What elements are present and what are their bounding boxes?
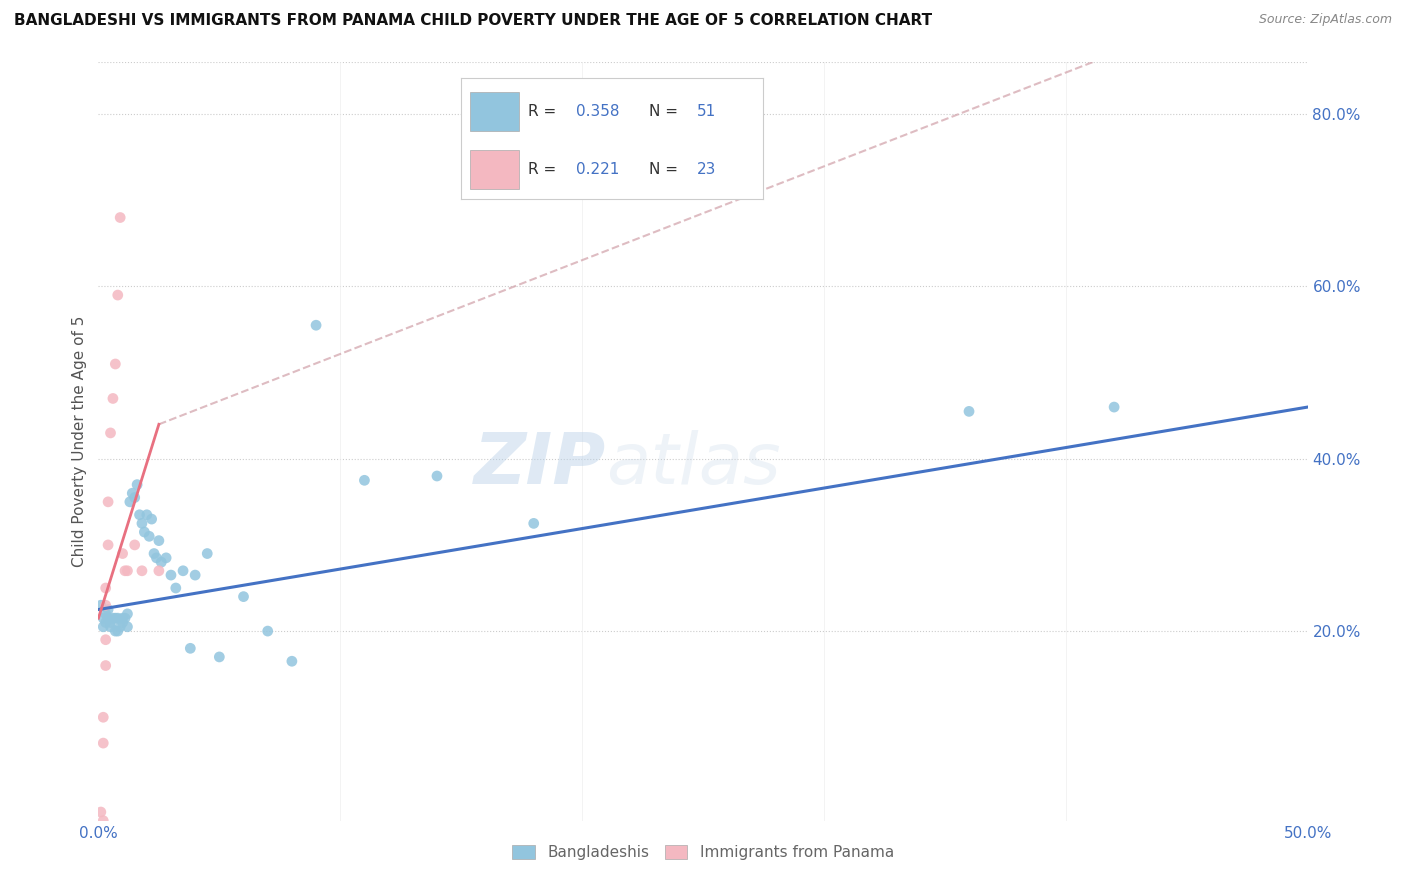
Point [94,658,117,673]
Text: ZIP: ZIP [474,430,606,499]
Legend: Bangladeshis, Immigrants from Panama: Bangladeshis, Immigrants from Panama [506,838,900,866]
Point [91,710,114,724]
Point [131,516,153,531]
Point [208,649,231,664]
Point [91,611,114,625]
Point [114,564,136,578]
Point [145,550,167,565]
Point [97,602,120,616]
Point [155,550,177,565]
Point [111,547,134,561]
Point [97,495,120,509]
Point [101,392,124,406]
Point [148,533,170,548]
Text: atlas: atlas [606,430,780,499]
Point [104,611,127,625]
Point [104,357,127,371]
Point [114,611,136,625]
Point [111,615,134,630]
Point [107,624,129,639]
Point [90,848,112,863]
Point [256,624,278,639]
Point [127,477,149,491]
Point [100,620,122,634]
Point [128,508,150,522]
Point [91,814,114,828]
Point [90,822,112,837]
Point [148,564,170,578]
Point [107,611,129,625]
Point [107,288,129,302]
Point [1102,400,1125,414]
Point [117,564,139,578]
Point [108,211,131,225]
Point [108,620,131,634]
Point [281,654,304,668]
Point [172,564,194,578]
Point [165,581,187,595]
Point [97,538,120,552]
Point [117,620,139,634]
Point [101,611,124,625]
Point [124,491,146,505]
Point [124,538,146,552]
Point [90,805,112,819]
Point [523,516,546,531]
Point [141,512,163,526]
Point [134,524,156,539]
Point [184,568,207,582]
Point [118,495,141,509]
Point [117,607,139,621]
Point [90,599,112,613]
Text: Source: ZipAtlas.com: Source: ZipAtlas.com [1258,13,1392,27]
Point [131,564,153,578]
Point [111,611,134,625]
Point [91,736,114,750]
Point [138,529,160,543]
Point [195,547,218,561]
Point [94,607,117,621]
Point [232,590,254,604]
Point [121,486,143,500]
Point [353,473,375,487]
Point [426,469,449,483]
Point [100,425,122,440]
Point [94,581,117,595]
Point [91,620,114,634]
Point [94,632,117,647]
Point [150,555,173,569]
Point [143,547,166,561]
Point [305,318,328,333]
Point [135,508,157,522]
Point [957,404,980,418]
Y-axis label: Child Poverty Under the Age of 5: Child Poverty Under the Age of 5 [72,316,87,567]
Point [179,641,201,656]
Text: BANGLADESHI VS IMMIGRANTS FROM PANAMA CHILD POVERTY UNDER THE AGE OF 5 CORRELATI: BANGLADESHI VS IMMIGRANTS FROM PANAMA CH… [14,13,932,29]
Point [94,615,117,630]
Point [100,615,122,630]
Point [104,624,127,639]
Point [94,599,117,613]
Point [160,568,183,582]
Point [97,611,120,625]
